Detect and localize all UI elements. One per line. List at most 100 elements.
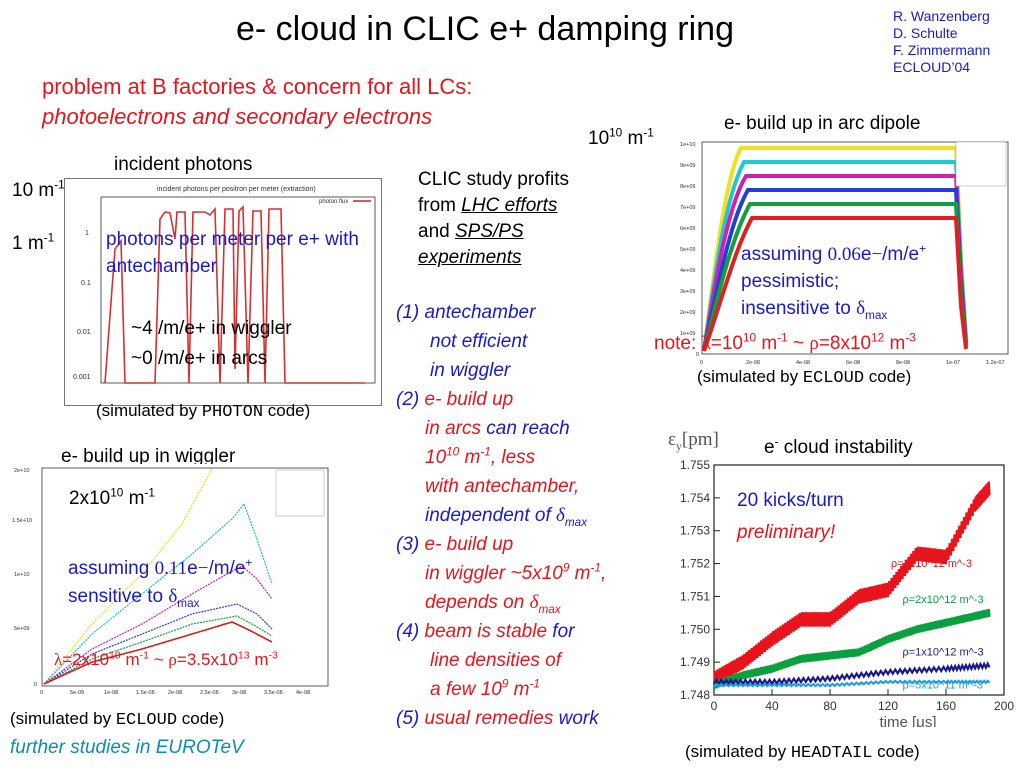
tick-label: 2e+09 <box>680 310 695 316</box>
photon-flux-curve <box>104 205 365 384</box>
x-tick-label: 160 <box>936 699 956 713</box>
wiggler-plot-svg: 2e+10 1.5e+10 1e+10 5e+09 0 0 5e-09 1e-0… <box>12 467 329 696</box>
finding-5: (5) usual remedies work <box>396 708 599 729</box>
tick-label: 4e-08 <box>296 690 310 696</box>
y-tick-label: 0.01 <box>77 329 91 336</box>
arc-y-ticks: 1e+10 9e+09 8e+09 7e+09 6e+09 5e+09 4e+0… <box>680 142 699 358</box>
tick-label: 1e+10 <box>14 572 29 578</box>
tick-label: 9e+09 <box>680 163 695 169</box>
series-line <box>712 481 991 686</box>
authors: R. Wanzenberg D. Schulte F. Zimmermann E… <box>893 8 990 76</box>
finding-3b: in wiggler ~5x109 m-1, <box>425 561 607 584</box>
x-tick-label: 0 <box>711 699 718 713</box>
instability-chart-svg: 1.748 1.749 1.750 1.751 1.752 1.753 1.754 1.755… <box>680 458 1014 731</box>
wiggler-curve-magenta <box>43 565 273 685</box>
instability-chart: 1.748 1.749 1.750 1.751 1.752 1.753 1.754 1.755… <box>664 455 1018 731</box>
author-1: R. Wanzenberg <box>893 8 990 24</box>
author-4: ECLOUD’04 <box>893 59 971 75</box>
tick-label: 5e-09 <box>70 690 84 696</box>
arc-heading: e- build up in arc dipole <box>724 113 921 134</box>
y-tick-label: 1.754 <box>680 491 710 505</box>
intro-line-2: photoelectrons and secondary electrons <box>42 104 433 129</box>
tick-label: 0 <box>696 352 699 358</box>
wiggler-curve-cyan <box>43 502 273 685</box>
tick-label: 5e+09 <box>14 626 29 632</box>
wiggler-curve-green <box>43 615 273 685</box>
wiggler-heading: e- build up in wiggler <box>61 446 236 467</box>
y-tick-label: 1.750 <box>680 622 710 636</box>
tick-label: 1.5e-08 <box>136 690 155 696</box>
photons-blue-note: photons per meter per e+ with antechambe… <box>106 229 359 277</box>
wiggler-curve-yellow <box>43 468 213 685</box>
wiggler-y-label: 2x1010 m-1 <box>69 486 155 509</box>
photons-sim-caption: (simulated by PHOTON code) <box>96 401 311 422</box>
photons-plot-svg: incident photons per positron per meter … <box>73 186 376 384</box>
tick-label: 0 <box>40 690 43 696</box>
y-tick-label: 1.752 <box>680 557 710 571</box>
arc-curve-red <box>702 216 968 352</box>
tick-label: 1.5e+10 <box>12 518 32 524</box>
y-tick-label: 1.749 <box>680 655 710 669</box>
x-tick-label: 200 <box>994 699 1014 713</box>
tick-label: 1e+09 <box>680 331 695 337</box>
finding-3: (3) e- build up <box>396 534 514 555</box>
photons-note-1: ~4 /m/e+ in wiggler <box>131 318 292 339</box>
wiggler-curve-red <box>43 621 273 685</box>
page-title: e- cloud in CLIC e+ damping ring <box>236 10 734 48</box>
tick-label: 7e+09 <box>680 205 695 211</box>
arc-legend <box>955 141 1007 187</box>
tick-label: 8e-08 <box>896 360 910 366</box>
y-tick-label: 1.755 <box>680 458 710 472</box>
tick-label: 2.5e-08 <box>200 690 219 696</box>
wiggler-x-ticks: 0 5e-09 1e-08 1.5e-08 2e-08 2.5e-08 3e-0… <box>40 690 310 696</box>
series-line <box>713 660 991 686</box>
arc-plot-svg: 1e+10 9e+09 8e+09 7e+09 6e+09 5e+09 4e+0… <box>680 141 1009 366</box>
instability-sim-caption: (simulated by HEADTAIL code) <box>685 742 920 763</box>
sps-ps-link: SPS/PS <box>454 221 524 242</box>
tick-label: 1e-08 <box>104 690 118 696</box>
author-2: D. Schulte <box>893 25 958 41</box>
finding-1: (1) antechamber <box>396 302 536 323</box>
lhc-efforts-link: LHC efforts <box>461 195 558 216</box>
series-label: ρ=1x10^12 m^-3 <box>903 647 984 659</box>
arc-y-label: 1010 m-1 <box>588 126 654 149</box>
y-tick-label: 0.1 <box>81 280 91 287</box>
plot-frame <box>713 464 1005 696</box>
arc-note: note: λ=1010 m-1 ~ ρ=8x1012 m-3 <box>654 331 916 354</box>
photons-note-2: ~0 /m/e+ in arcs <box>131 348 268 369</box>
arc-sim-caption: (simulated by ECLOUD code) <box>697 367 912 388</box>
wiggler-sim-caption: (simulated by ECLOUD code) <box>10 709 225 730</box>
photons-label-top: 10 m-1 <box>12 178 65 201</box>
tick-label: 4e-08 <box>796 360 810 366</box>
arc-pessimistic: pessimistic; <box>741 271 840 292</box>
tick-label: 8e+09 <box>680 184 695 190</box>
finding-3c: depends on δmax <box>425 592 561 616</box>
clic-study: CLIC study profits from LHC efforts and … <box>418 167 569 271</box>
tick-label: 2e-08 <box>168 690 182 696</box>
photons-label-bottom: 1 m-1 <box>12 231 55 254</box>
photons-legend: photon flux <box>319 199 348 205</box>
tick-label: 3.5e-08 <box>264 690 283 696</box>
x-tick-label: 120 <box>878 699 898 713</box>
series-line <box>713 679 991 688</box>
wiggler-sensitive: sensitive to δmax <box>68 586 200 610</box>
clic-line-2: from LHC efforts <box>418 195 558 216</box>
arc-assume-line: assuming 0.06e−/m/e+ <box>741 242 926 265</box>
series-line <box>712 609 991 690</box>
preliminary-label: preliminary! <box>737 522 836 543</box>
tick-label: 0 <box>34 682 37 688</box>
instability-y-label: εy[pm] <box>668 429 719 453</box>
clic-line-1: CLIC study profits <box>418 169 569 190</box>
tick-label: 4e+09 <box>680 268 695 274</box>
clic-line-4: experiments <box>418 247 522 268</box>
arc-assumption: assuming 0.06e−/m/e+ pessimistic; insens… <box>741 241 926 322</box>
arc-curve-green <box>702 202 968 352</box>
author-3: F. Zimmermann <box>893 42 991 58</box>
finding-4b: line densities of <box>430 650 561 671</box>
finding-4c: a few 109 m-1 <box>430 677 540 700</box>
arc-x-ticks: 0 2e-08 4e-08 6e-08 8e-08 1e-07 1.2e-07 <box>700 360 1005 366</box>
findings-list: (1) antechamber not efficient in wiggler… <box>396 298 606 733</box>
finding-2: (2) e- build up <box>396 389 514 410</box>
wiggler-assumption: assuming 0.11e−/m/e+ sensitive to δmax <box>68 555 252 611</box>
wiggler-curve-blue <box>43 603 273 685</box>
